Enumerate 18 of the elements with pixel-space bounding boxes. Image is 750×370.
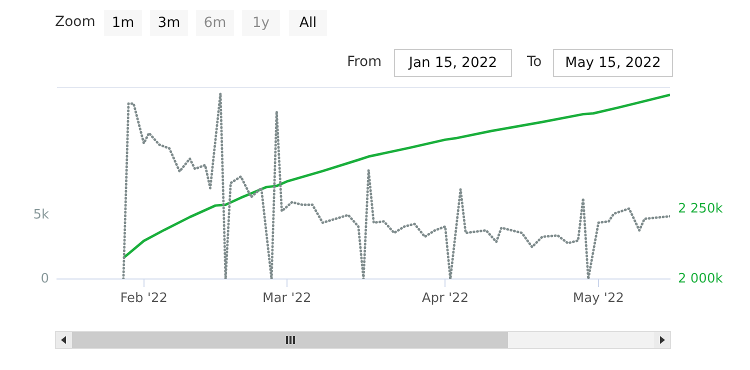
text: Zoom	[55, 14, 96, 30]
text: 1m	[104, 10, 142, 36]
text: All	[289, 10, 327, 36]
x-tick-label: Mar '22	[262, 291, 312, 306]
text: 3m	[150, 10, 188, 36]
y2-tick-label: 2 000k	[678, 271, 724, 286]
text: May 15, 2022	[553, 49, 673, 77]
y-tick-label: 5k	[33, 207, 50, 222]
text: 1y	[242, 10, 280, 36]
y2-tick-label: 2 250k	[678, 201, 724, 216]
x-tick-label: May '22	[572, 291, 624, 306]
text: Jan 15, 2022	[394, 49, 512, 77]
text: To	[527, 54, 542, 70]
text: From	[347, 54, 382, 70]
text: 6m	[196, 10, 234, 36]
x-tick-label: Feb '22	[120, 291, 168, 306]
x-tick-label: Apr '22	[422, 291, 469, 306]
y-tick-label: 0	[40, 271, 49, 286]
